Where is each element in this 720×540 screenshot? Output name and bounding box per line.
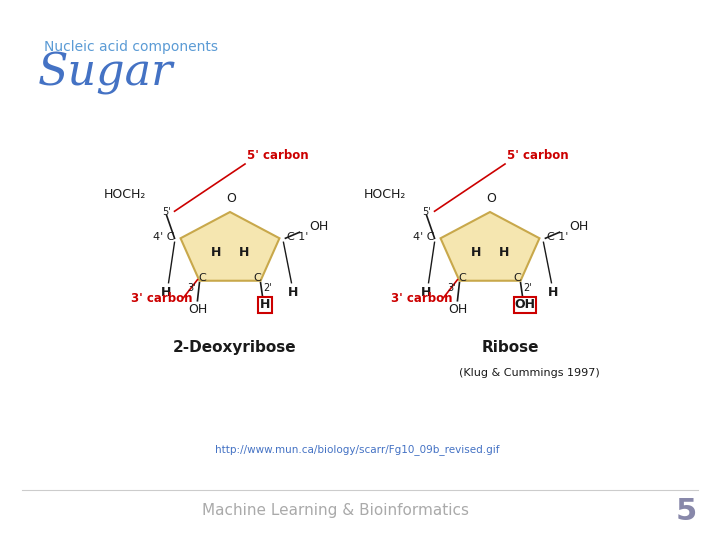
- Text: H: H: [421, 286, 432, 299]
- Text: Sugar: Sugar: [38, 52, 174, 95]
- Text: H: H: [259, 298, 270, 311]
- Text: Nucleic acid components: Nucleic acid components: [44, 40, 218, 54]
- Text: H: H: [239, 246, 249, 259]
- Text: (Klug & Cummings 1997): (Klug & Cummings 1997): [459, 368, 600, 378]
- Text: 5': 5': [163, 207, 171, 217]
- Text: H: H: [161, 286, 172, 299]
- Text: H: H: [288, 286, 299, 299]
- Text: 5: 5: [676, 497, 697, 526]
- Text: 2': 2': [523, 283, 532, 293]
- Text: H: H: [548, 286, 559, 299]
- Text: 2-Deoxyribose: 2-Deoxyribose: [174, 340, 297, 355]
- Text: 5' carbon: 5' carbon: [507, 149, 569, 162]
- Text: C: C: [459, 273, 467, 283]
- Text: OH: OH: [570, 220, 589, 233]
- Text: 2': 2': [264, 283, 272, 293]
- Text: 5': 5': [423, 207, 431, 217]
- Text: OH: OH: [514, 298, 535, 311]
- Text: http://www.mun.ca/biology/scarr/Fg10_09b_revised.gif: http://www.mun.ca/biology/scarr/Fg10_09b…: [215, 444, 500, 455]
- Text: 5' carbon: 5' carbon: [247, 149, 309, 162]
- Text: OH: OH: [188, 303, 207, 316]
- Text: H: H: [499, 246, 509, 259]
- Text: OH: OH: [448, 303, 467, 316]
- Text: 4' C: 4' C: [153, 232, 174, 242]
- Text: C: C: [253, 273, 261, 283]
- Text: 3': 3': [448, 283, 456, 293]
- Text: O: O: [486, 192, 496, 205]
- Text: O: O: [226, 192, 236, 205]
- Text: 4' C: 4' C: [413, 232, 435, 242]
- Text: Machine Learning & Bioinformatics: Machine Learning & Bioinformatics: [202, 503, 469, 517]
- Text: C: C: [199, 273, 207, 283]
- Text: C 1': C 1': [287, 232, 309, 242]
- Text: 3' carbon: 3' carbon: [392, 292, 453, 305]
- Text: H: H: [471, 246, 481, 259]
- Polygon shape: [181, 212, 279, 281]
- Polygon shape: [441, 212, 539, 281]
- Text: OH: OH: [310, 220, 329, 233]
- Text: H: H: [211, 246, 221, 259]
- Text: HOCH₂: HOCH₂: [104, 188, 147, 201]
- Text: 3' carbon: 3' carbon: [132, 292, 193, 305]
- Text: C: C: [513, 273, 521, 283]
- Text: HOCH₂: HOCH₂: [364, 188, 407, 201]
- Text: C 1': C 1': [547, 232, 569, 242]
- Text: 3': 3': [188, 283, 197, 293]
- Text: Ribose: Ribose: [481, 340, 539, 355]
